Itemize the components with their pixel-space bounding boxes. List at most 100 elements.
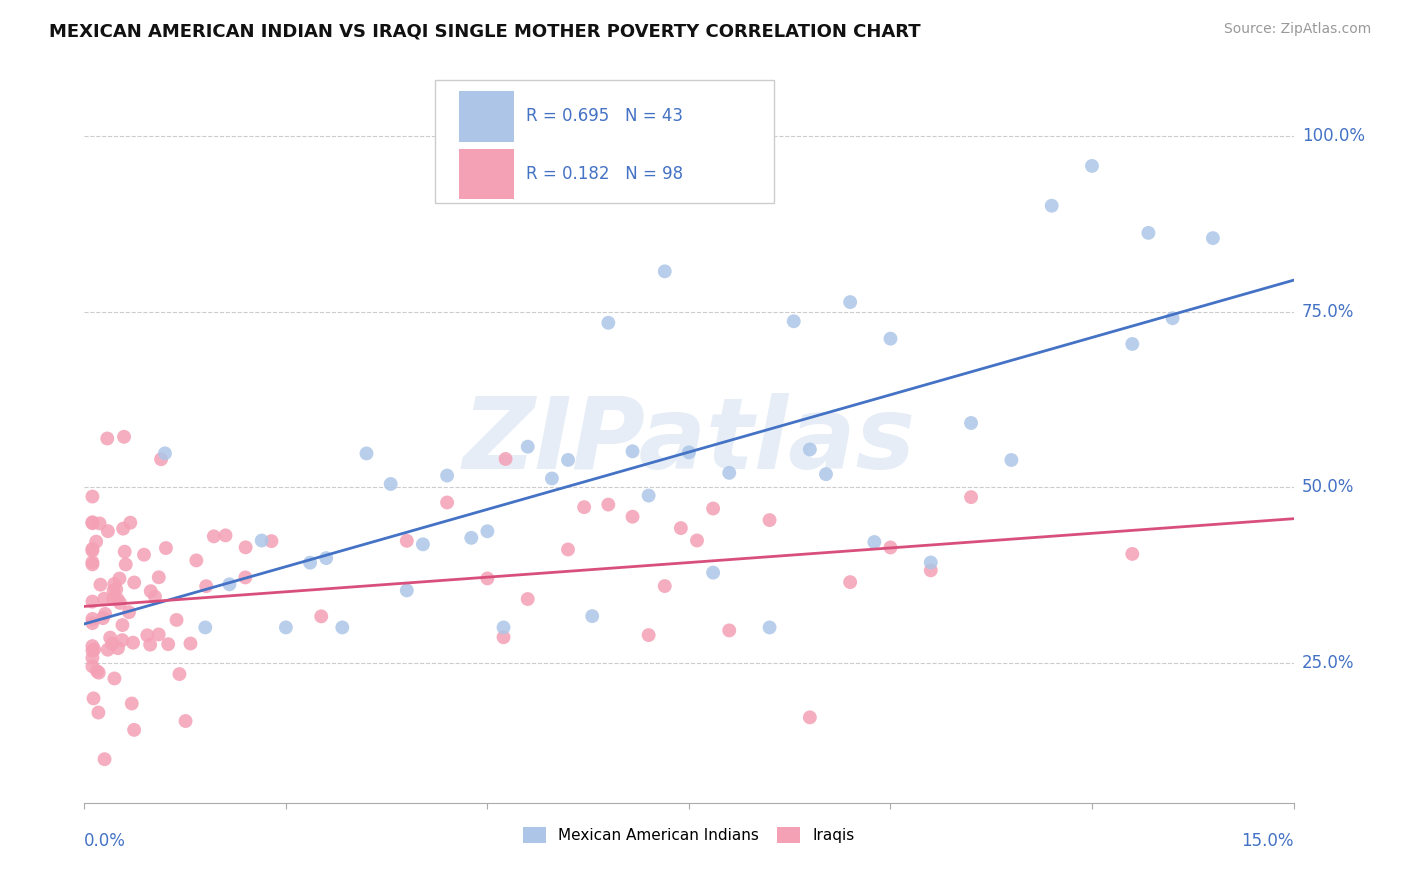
Point [495,452,517,467]
Point [654,264,676,278]
Point [97,642,120,657]
Point [82,639,104,653]
Point [186,553,208,567]
Point [94,607,117,621]
Point [395,583,418,598]
Text: 25.0%: 25.0% [1302,654,1354,672]
Point [82,516,104,531]
Point [516,592,538,607]
Point [678,445,700,459]
Point [637,489,659,503]
Text: R = 0.695   N = 43: R = 0.695 N = 43 [526,107,683,126]
Point [436,468,458,483]
Point [87,665,110,680]
Point [436,495,458,509]
Point [960,416,983,430]
Point [107,641,129,656]
Point [477,571,499,585]
Point [1161,311,1184,326]
Point [108,572,131,586]
Point [82,616,104,631]
Point [235,541,257,555]
Point [155,541,177,555]
FancyBboxPatch shape [434,80,773,203]
Point [153,446,176,460]
Point [82,651,104,665]
Point [105,582,128,597]
Point [839,575,862,590]
Point [82,541,104,556]
Point [621,444,644,458]
Point [96,432,118,446]
Point [621,509,644,524]
Point [1081,159,1104,173]
Point [169,667,191,681]
Point [214,528,236,542]
Point [82,543,104,558]
Point [718,466,741,480]
Point [250,533,273,548]
Point [654,579,676,593]
Point [299,556,322,570]
Point [1000,453,1022,467]
Point [460,531,482,545]
Legend: Mexican American Indians, Iraqis: Mexican American Indians, Iraqis [517,822,860,849]
Text: R = 0.182   N = 98: R = 0.182 N = 98 [526,165,683,183]
Point [91,611,114,625]
Point [98,631,121,645]
Point [150,452,173,467]
FancyBboxPatch shape [460,149,513,200]
Point [412,537,434,551]
Point [136,628,159,642]
Point [799,710,821,724]
Point [139,638,162,652]
Point [235,570,257,584]
Point [1040,199,1063,213]
Point [166,613,188,627]
Text: 100.0%: 100.0% [1302,128,1365,145]
Point [103,591,125,606]
Point [83,642,105,657]
Point [380,477,402,491]
Point [83,691,105,706]
Point [920,556,942,570]
Point [194,620,217,634]
Point [330,620,353,634]
Point [758,513,780,527]
Point [174,714,197,728]
Point [93,752,115,766]
Point [111,633,134,648]
Point [879,541,901,555]
Point [814,467,837,482]
Point [758,620,780,634]
Point [82,659,104,673]
Point [179,636,201,650]
Point [93,591,115,606]
Point [82,594,104,608]
Point [839,295,862,310]
Point [581,609,603,624]
Point [477,524,499,539]
Point [598,316,620,330]
Point [557,542,579,557]
Point [107,592,129,607]
Point [309,609,332,624]
Point [637,628,659,642]
Point [118,605,141,619]
Text: 75.0%: 75.0% [1302,302,1354,321]
Point [122,723,145,737]
Point [274,620,297,634]
Point [114,544,136,558]
Point [82,643,104,657]
Point [139,584,162,599]
Point [148,627,170,641]
Point [86,665,108,679]
Point [82,515,104,529]
Point [157,637,180,651]
Point [89,516,111,531]
Point [799,442,821,457]
Point [260,534,283,549]
Point [132,548,155,562]
Point [1121,337,1143,351]
Point [492,620,515,634]
